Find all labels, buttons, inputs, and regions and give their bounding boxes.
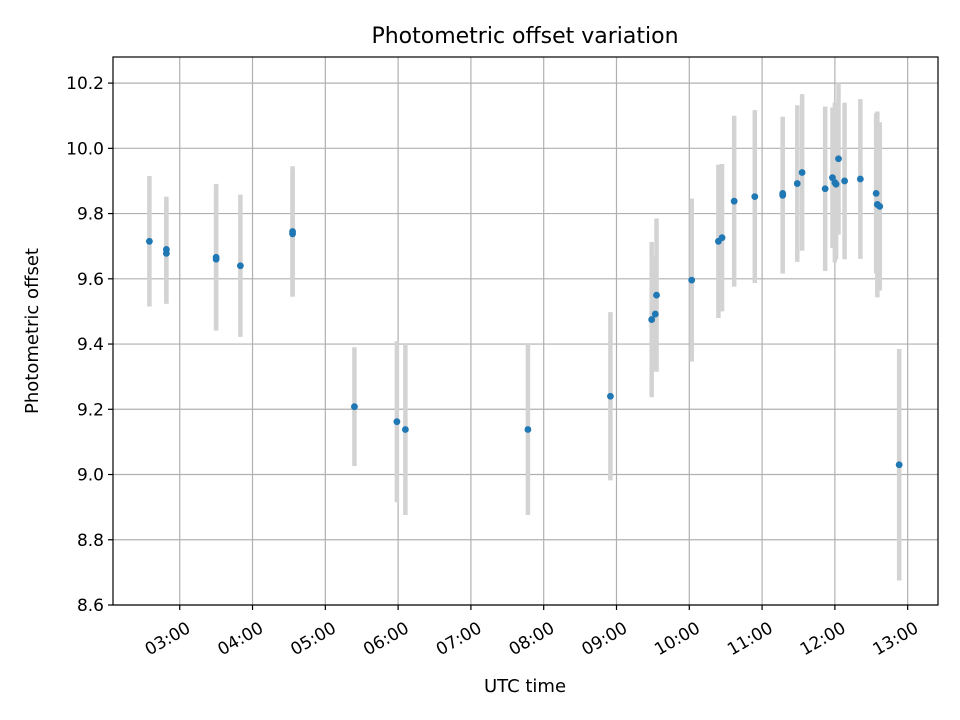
y-tick-label: 9.2 — [77, 400, 104, 420]
y-axis: 8.6 8.8 9.0 9.2 9.4 9.6 9.8 10.0 10.2 — [66, 74, 113, 616]
data-point — [651, 310, 659, 318]
data-point — [648, 316, 656, 323]
data-points — [145, 155, 903, 469]
data-point — [524, 426, 532, 433]
data-point — [653, 291, 660, 299]
data-point — [607, 392, 614, 400]
data-point — [841, 177, 848, 185]
y-tick-label: 8.8 — [77, 531, 104, 551]
data-point — [730, 197, 738, 205]
y-tick-label: 10.0 — [66, 139, 104, 159]
data-point — [895, 461, 903, 469]
data-point — [401, 426, 409, 433]
y-axis-label: Photometric offset — [22, 248, 43, 414]
data-point — [751, 193, 759, 201]
data-point — [145, 237, 153, 245]
plot-frame — [112, 56, 939, 606]
y-tick-label: 9.0 — [77, 466, 104, 486]
data-point — [393, 418, 401, 426]
data-point — [821, 185, 829, 193]
data-point — [793, 180, 801, 187]
data-point — [832, 180, 840, 188]
y-tick-label: 10.2 — [66, 74, 104, 94]
data-point — [856, 175, 864, 183]
data-point — [718, 234, 726, 242]
y-tick-label: 9.8 — [77, 205, 104, 225]
data-point — [351, 403, 358, 411]
data-point — [236, 262, 244, 270]
y-tick-label: 9.4 — [77, 335, 104, 355]
data-point — [289, 228, 296, 235]
y-tick-label: 9.6 — [77, 270, 104, 290]
data-point — [212, 253, 220, 261]
data-point — [876, 202, 884, 210]
data-point — [779, 189, 787, 197]
data-point — [162, 246, 170, 253]
y-tick-label: 8.6 — [77, 596, 104, 616]
chart-title: Photometric offset variation — [371, 24, 678, 49]
data-point — [688, 276, 696, 284]
data-point — [835, 155, 842, 163]
data-point — [872, 189, 880, 197]
data-point — [798, 169, 806, 176]
x-axis-label: UTC time — [484, 676, 566, 697]
